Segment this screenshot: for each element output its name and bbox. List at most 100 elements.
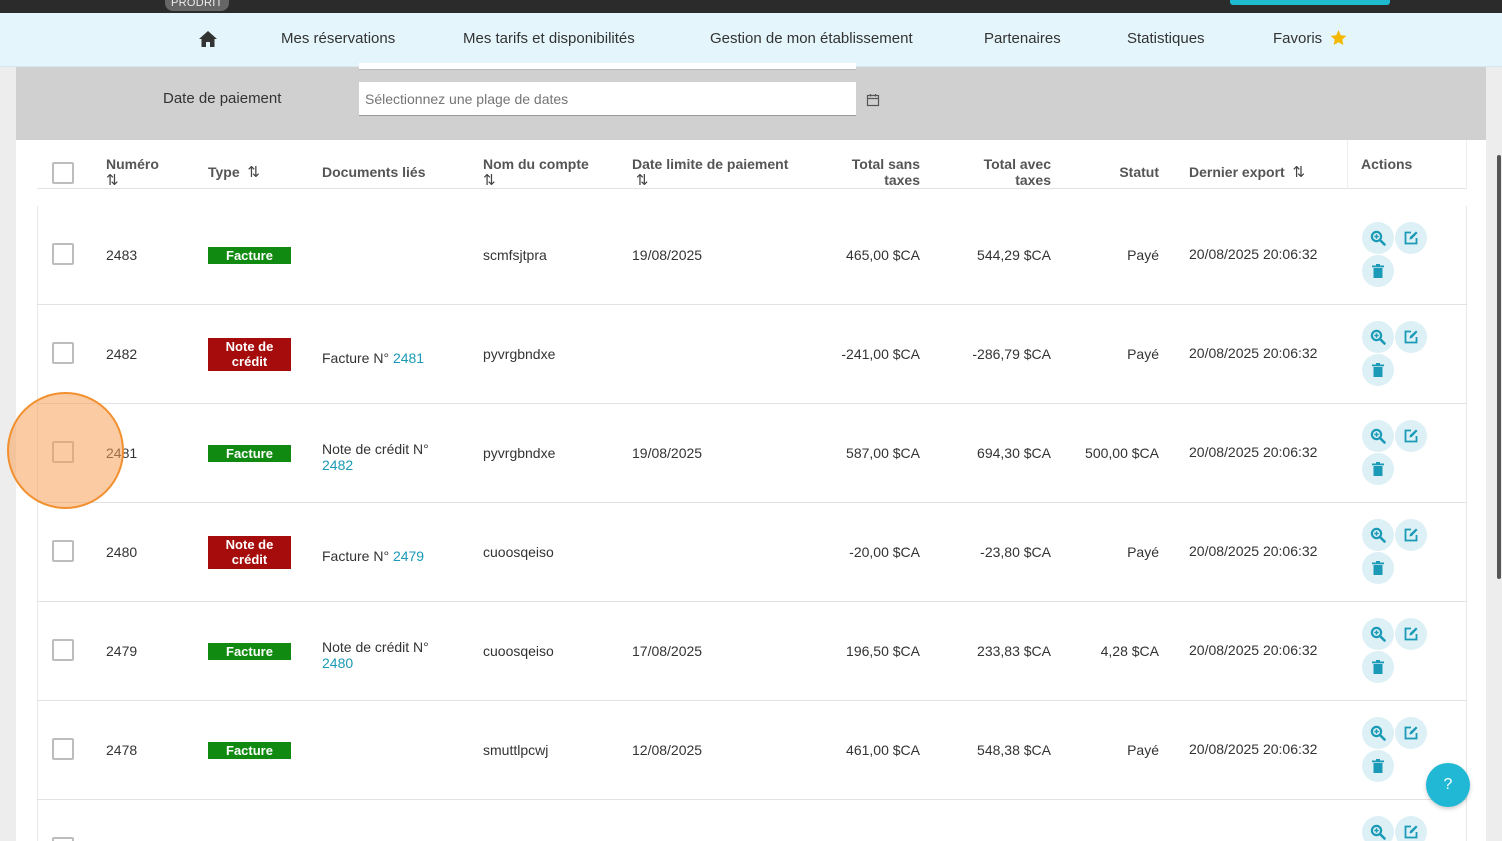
account-name: scmfsjtpra [483, 247, 547, 263]
col-account[interactable]: Nom du compte ⇅ [483, 156, 589, 189]
edit-button[interactable] [1395, 321, 1427, 353]
col-last-export[interactable]: Dernier export ⇅ [1189, 164, 1306, 181]
sort-icon[interactable]: ⇅ [483, 172, 496, 189]
view-button[interactable] [1362, 420, 1394, 452]
col-due-date[interactable]: Date limite de paiement ⇅ [632, 156, 789, 189]
view-button[interactable] [1362, 816, 1394, 841]
view-button[interactable] [1362, 519, 1394, 551]
total-sans-taxes: 587,00 $CA [846, 445, 920, 461]
edit-icon [1403, 725, 1419, 741]
nav-item-reservations[interactable]: Mes réservations [281, 30, 396, 47]
delete-button[interactable] [1362, 255, 1394, 287]
top-action-button[interactable] [1230, 0, 1390, 5]
sort-icon[interactable]: ⇅ [1292, 164, 1306, 181]
delete-button[interactable] [1362, 552, 1394, 584]
filter-panel: Date de paiement [16, 63, 1486, 140]
linked-document-link[interactable]: 2482 [322, 457, 354, 473]
table-row: 2482 Note de crédit Facture N° 2481 pyvrgbnd… [37, 305, 1467, 404]
row-checkbox[interactable] [52, 639, 74, 661]
star-icon [1330, 30, 1347, 46]
previous-filter-field[interactable] [359, 63, 856, 70]
total-avec-taxes: -286,79 $CA [972, 346, 1051, 362]
sort-icon[interactable]: ⇅ [106, 172, 119, 189]
invoice-number: 2478 [106, 742, 138, 758]
total-avec-taxes: -23,80 $CA [980, 544, 1051, 560]
home-icon[interactable] [198, 30, 218, 48]
nav-item-tarifs[interactable]: Mes tarifs et disponibilités [463, 30, 635, 47]
nav-item-partenaires[interactable]: Partenaires [984, 30, 1061, 47]
type-badge-facture: Facture [208, 445, 291, 462]
col-status: Statut [1119, 164, 1159, 180]
last-export-date: 20/08/2025 20:06:32 [1189, 642, 1318, 658]
edit-button[interactable] [1395, 519, 1427, 551]
edit-button[interactable] [1395, 717, 1427, 749]
sort-icon[interactable]: ⇅ [635, 172, 649, 189]
total-sans-taxes: 461,00 $CA [846, 742, 920, 758]
delete-button[interactable] [1362, 651, 1394, 683]
delete-button[interactable] [1362, 453, 1394, 485]
invoice-number: 2483 [106, 247, 138, 263]
calendar-icon[interactable] [866, 93, 880, 107]
linked-documents: Note de crédit N° 2480 [322, 639, 429, 671]
edit-icon [1403, 329, 1419, 345]
status-value: Payé [1127, 346, 1159, 362]
environment-badge: PRODRIT [165, 0, 229, 11]
edit-button[interactable] [1395, 618, 1427, 650]
row-checkbox[interactable] [52, 837, 74, 841]
help-button[interactable]: ? [1426, 763, 1470, 807]
row-checkbox[interactable] [52, 540, 74, 562]
edit-button[interactable] [1395, 816, 1427, 841]
nav-item-etablissement[interactable]: Gestion de mon établissement [710, 30, 913, 47]
top-bar: PRODRIT [0, 0, 1502, 13]
status-value: Payé [1127, 742, 1159, 758]
zoom-icon [1370, 329, 1386, 345]
linked-document-link[interactable]: 2480 [322, 655, 354, 671]
row-checkbox[interactable] [52, 738, 74, 760]
delete-button[interactable] [1362, 750, 1394, 782]
table-row [37, 800, 1467, 841]
main-nav: Mes réservations Mes tarifs et disponibi… [0, 13, 1502, 67]
nav-item-statistiques[interactable]: Statistiques [1127, 30, 1205, 47]
sort-icon[interactable]: ⇅ [247, 164, 260, 181]
last-export-date: 20/08/2025 20:06:32 [1189, 345, 1318, 361]
col-numero[interactable]: Numéro ⇅ [106, 156, 159, 189]
nav-item-favoris[interactable]: Favoris [1273, 30, 1323, 47]
date-range-input[interactable] [359, 82, 856, 116]
linked-document-link[interactable]: 2481 [392, 350, 425, 366]
view-button[interactable] [1362, 717, 1394, 749]
type-badge-note: Note de crédit [208, 536, 291, 569]
col-type[interactable]: Type ⇅ [208, 164, 260, 181]
page-scrollbar[interactable] [1497, 155, 1501, 579]
edit-icon [1403, 428, 1419, 444]
edit-button[interactable] [1395, 222, 1427, 254]
linked-documents: Facture N° 2479 [322, 548, 425, 564]
click-highlight [7, 392, 124, 509]
total-avec-taxes: 544,29 $CA [977, 247, 1051, 263]
select-all-checkbox[interactable] [52, 162, 74, 184]
account-name: pyvrgbndxe [483, 445, 556, 461]
table-row: 2483 Facture scmfsjtpra 19/08/2025 465,00 $C… [37, 206, 1467, 305]
col-actions: Actions [1347, 140, 1467, 189]
type-badge-facture: Facture [208, 247, 291, 264]
view-button[interactable] [1362, 321, 1394, 353]
linked-document-link[interactable]: 2479 [392, 548, 425, 564]
invoice-number: 2482 [106, 346, 138, 362]
type-badge-note: Note de crédit [208, 338, 291, 371]
zoom-icon [1370, 527, 1386, 543]
trash-icon [1370, 659, 1386, 675]
linked-documents: Facture N° 2481 [322, 350, 425, 366]
invoice-number: 2479 [106, 643, 138, 659]
invoices-table: Numéro ⇅ Type ⇅ Documents liés Nom du com… [37, 140, 1467, 841]
account-name: cuoosqeiso [483, 544, 554, 560]
zoom-icon [1370, 428, 1386, 444]
view-button[interactable] [1362, 618, 1394, 650]
due-date: 17/08/2025 [632, 643, 703, 659]
view-button[interactable] [1362, 222, 1394, 254]
due-date: 19/08/2025 [632, 445, 703, 461]
row-checkbox[interactable] [52, 342, 74, 364]
edit-button[interactable] [1395, 420, 1427, 452]
trash-icon [1370, 560, 1386, 576]
zoom-icon [1370, 824, 1386, 840]
row-checkbox[interactable] [52, 243, 74, 265]
delete-button[interactable] [1362, 354, 1394, 386]
